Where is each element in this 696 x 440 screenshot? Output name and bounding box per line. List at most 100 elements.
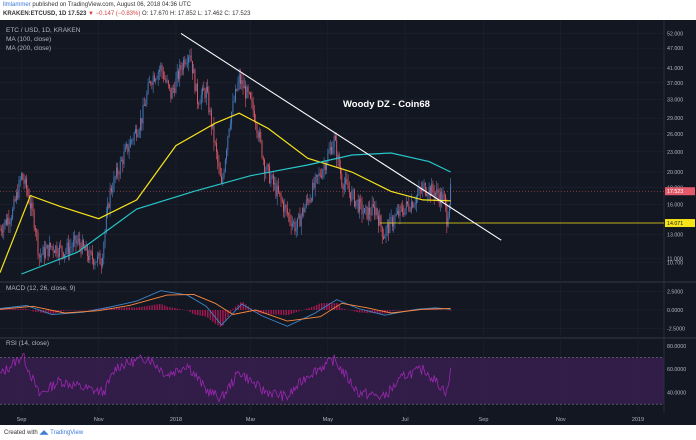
annotation-text: Woody DZ - Coin68 xyxy=(343,99,430,110)
rsi-tick-label: 80.0000 xyxy=(667,344,686,350)
legend-ma200: MA (200, close) xyxy=(6,45,51,52)
candle-body xyxy=(404,208,406,215)
candle-body xyxy=(384,235,386,239)
candle-body xyxy=(446,205,448,227)
macd-histogram-bar xyxy=(22,308,24,310)
candle-body xyxy=(219,167,221,177)
candle-body xyxy=(189,55,191,57)
y-tick-label: 23.000 xyxy=(667,150,683,156)
macd-histogram-bar xyxy=(32,310,34,312)
tradingview-link[interactable]: TradingView xyxy=(50,430,84,436)
candle-body xyxy=(170,87,172,99)
macd-histogram-bar xyxy=(146,306,148,310)
symbol-line: KRAKEN:ETCUSD, 1D 17.523 ▼ −0.147 (−0.83… xyxy=(3,11,250,17)
candle-body xyxy=(402,207,403,213)
candle-body xyxy=(391,217,393,227)
candle-body xyxy=(95,261,97,263)
candle-body xyxy=(305,199,307,207)
candle-body xyxy=(103,242,105,258)
candle-body xyxy=(409,209,411,212)
candle-body xyxy=(348,189,350,193)
macd-histogram-bar xyxy=(424,309,427,310)
candle-body xyxy=(359,199,360,213)
candle-body xyxy=(186,62,188,64)
macd-histogram-bar xyxy=(358,310,361,313)
candle-body xyxy=(178,70,179,80)
candle-body xyxy=(89,251,91,261)
candle-body xyxy=(355,200,357,207)
candle-body xyxy=(361,201,363,215)
candle-body xyxy=(322,170,324,178)
candle-body xyxy=(110,187,112,192)
x-tick-label: 2018 xyxy=(170,417,182,423)
candle-body xyxy=(105,214,107,231)
macd-histogram-bar xyxy=(234,306,237,310)
macd-histogram-bar xyxy=(166,306,168,310)
y-tick-label: 52.000 xyxy=(667,31,683,37)
candle-body xyxy=(434,192,436,197)
candle-body xyxy=(169,84,171,88)
candle-body xyxy=(394,215,396,223)
macd-histogram-bar xyxy=(24,308,27,310)
footer: Created with ◢◣ TradingView xyxy=(0,425,696,440)
legend-rsi: RSI (14, close) xyxy=(6,340,49,347)
macd-histogram-bar xyxy=(277,310,280,315)
candle-body xyxy=(371,204,373,215)
candle-body xyxy=(93,259,95,266)
candle-body xyxy=(23,179,25,184)
candle-body xyxy=(272,175,274,185)
candle-body xyxy=(223,171,225,178)
candle-body xyxy=(32,202,34,212)
author-link[interactable]: llmlammer xyxy=(3,2,31,8)
candle-body xyxy=(338,154,340,167)
candle-body xyxy=(228,128,230,137)
candle-body xyxy=(51,246,53,248)
candle-body xyxy=(156,78,158,80)
candles xyxy=(0,48,452,274)
candle-body xyxy=(300,215,302,227)
y-tick-label: 11.000 xyxy=(667,257,683,263)
candle-body xyxy=(441,192,443,202)
candle-body xyxy=(367,207,369,220)
rsi-tick-label: 40.0000 xyxy=(667,391,686,397)
candle-body xyxy=(128,147,130,152)
candle-body xyxy=(403,212,405,215)
candle-body xyxy=(400,206,402,208)
candle-body xyxy=(174,88,176,93)
symbol-name: KRAKEN:ETCUSD, 1D xyxy=(3,11,67,17)
macd-histogram-bar xyxy=(77,310,80,311)
macd-histogram-bar xyxy=(364,310,366,313)
y-tick-label: 26.000 xyxy=(667,132,683,138)
macd-histogram-bar xyxy=(34,310,37,312)
macd-histogram-bar xyxy=(199,310,201,316)
candle-body xyxy=(389,217,391,234)
candle-body xyxy=(422,185,424,191)
macd-histogram-bar xyxy=(80,310,82,311)
candle-body xyxy=(236,89,238,91)
candle-body xyxy=(293,221,295,224)
candle-body xyxy=(369,207,371,215)
macd-histogram-bar xyxy=(333,303,336,310)
candle-body xyxy=(74,235,76,240)
candle-body xyxy=(238,74,240,83)
candle-body xyxy=(160,65,162,70)
macd-histogram-bar xyxy=(196,310,199,316)
candle-body xyxy=(450,183,452,205)
publish-header: llmlammer published on TradingView.com, … xyxy=(0,0,696,20)
candle-body xyxy=(271,175,273,178)
candle-body xyxy=(226,150,228,160)
macd-histogram-bar xyxy=(60,310,62,312)
candle-body xyxy=(108,204,110,208)
chart-area[interactable]: 52.000 47.000 41.000 37.000 33.000 29.000 26.0… xyxy=(0,20,696,425)
candle-body xyxy=(378,215,379,226)
candle-body xyxy=(131,140,133,141)
macd-histogram-bar xyxy=(138,307,141,310)
candle-body xyxy=(294,221,296,232)
candle-body xyxy=(421,189,422,191)
chart-svg[interactable]: 52.000 47.000 41.000 37.000 33.000 29.000 26.0… xyxy=(0,20,696,425)
candle-body xyxy=(429,186,431,196)
candle-body xyxy=(84,246,86,251)
macd-histogram-bar xyxy=(176,308,179,310)
candle-body xyxy=(85,245,87,251)
candle-body xyxy=(40,255,41,258)
